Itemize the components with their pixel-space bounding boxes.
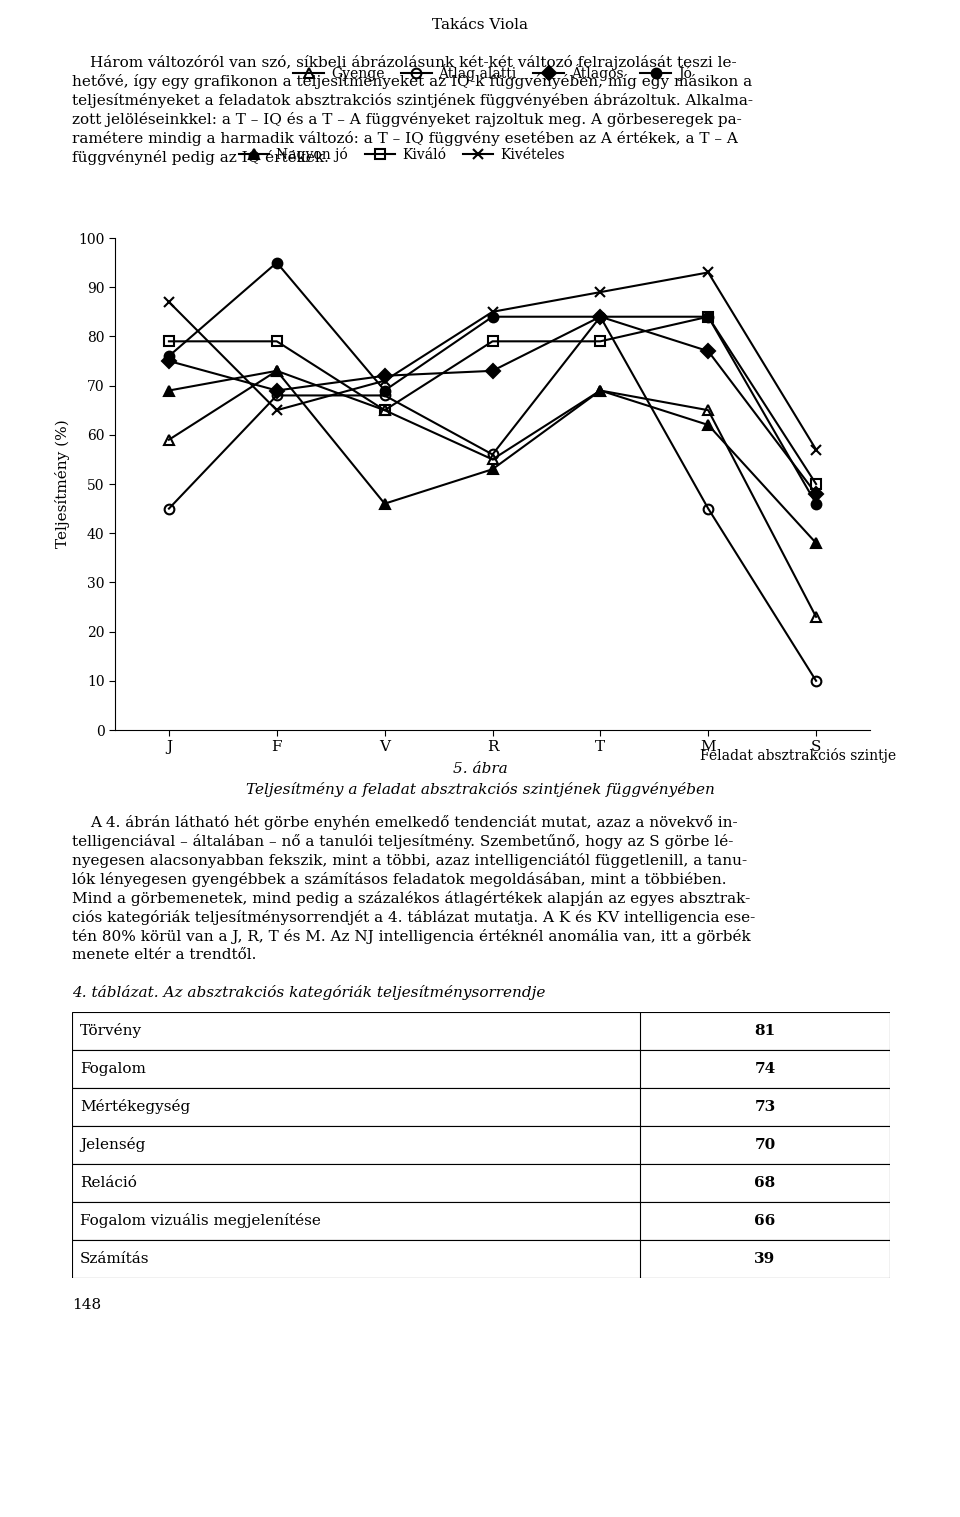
Text: menete eltér a trendtől.: menete eltér a trendtől.: [72, 948, 256, 962]
Bar: [72, 1050, 890, 1088]
Bar: [72, 1164, 890, 1201]
Text: 70: 70: [755, 1138, 776, 1151]
Text: 39: 39: [755, 1252, 776, 1267]
Text: teljesítményeket a feladatok absztrakciós szintjének függvényében ábrázoltuk. Al: teljesítményeket a feladatok absztrakció…: [72, 93, 753, 108]
Legend: Nagyon jó, Kiváló, Kivételes: Nagyon jó, Kiváló, Kivételes: [233, 141, 570, 168]
Text: Fogalom vizuális megjelenítése: Fogalom vizuális megjelenítése: [80, 1214, 321, 1229]
Bar: [72, 1201, 890, 1239]
Text: Teljesítmény a feladat absztrakciós szintjének függvényében: Teljesítmény a feladat absztrakciós szin…: [246, 781, 714, 796]
Text: 4. táblázat. Az absztrakciós kategóriák teljesítménysorrendje: 4. táblázat. Az absztrakciós kategóriák …: [72, 985, 545, 1000]
Text: ramétere mindig a harmadik változó: a T – IQ függvény esetében az A értékek, a T: ramétere mindig a harmadik változó: a T …: [72, 130, 738, 146]
Text: A 4. ábrán látható hét görbe enyhén emelkedő tendenciát mutat, azaz a növekvő in: A 4. ábrán látható hét görbe enyhén emel…: [90, 815, 737, 830]
Text: tén 80% körül van a J, R, T és M. Az NJ intelligencia értéknél anomália van, itt: tén 80% körül van a J, R, T és M. Az NJ …: [72, 928, 751, 944]
Text: Mértékegység: Mértékegység: [80, 1100, 190, 1115]
Text: 68: 68: [755, 1176, 776, 1189]
Text: Feladat absztrakciós szintje: Feladat absztrakciós szintje: [700, 748, 896, 763]
Bar: [72, 1088, 890, 1126]
Text: nyegesen alacsonyabban fekszik, mint a többi, azaz intelligenciától függetlenill: nyegesen alacsonyabban fekszik, mint a t…: [72, 853, 747, 868]
Text: Törvény: Törvény: [80, 1024, 142, 1039]
Text: Jelenség: Jelenség: [80, 1138, 145, 1153]
Text: 73: 73: [755, 1100, 776, 1113]
Text: függvénynél pedig az IQ értékek.: függvénynél pedig az IQ értékek.: [72, 150, 329, 165]
Text: Takács Viola: Takács Viola: [432, 18, 528, 32]
Text: 66: 66: [755, 1214, 776, 1227]
Text: hetővé, így egy grafikonon a teljesítményeket az IQ-k függvényében, míg egy mási: hetővé, így egy grafikonon a teljesítmén…: [72, 74, 752, 90]
Bar: [72, 1239, 890, 1277]
Bar: [72, 1012, 890, 1050]
Y-axis label: Teljesítmény (%): Teljesítmény (%): [55, 420, 70, 548]
Bar: [72, 1126, 890, 1164]
Text: 5. ábra: 5. ábra: [452, 762, 508, 777]
Text: Három változóról van szó, síkbeli ábrázolásunk két-két változó felrajzolását tes: Három változóról van szó, síkbeli ábrázo…: [90, 55, 736, 70]
Text: Reláció: Reláció: [80, 1176, 137, 1189]
Text: 148: 148: [72, 1299, 101, 1312]
Text: telligenciával – általában – nő a tanulói teljesítmény. Szembetűnő, hogy az S gö: telligenciával – általában – nő a tanuló…: [72, 834, 733, 850]
Text: 74: 74: [755, 1062, 776, 1076]
Text: Számítás: Számítás: [80, 1252, 150, 1267]
Text: ciós kategóriák teljesítménysorrendjét a 4. táblázat mutatja. A K és KV intellig: ciós kategóriák teljesítménysorrendjét a…: [72, 910, 756, 925]
Text: zott jelöléseinkkel: a T – IQ és a T – A függvényeket rajzoltuk meg. A görbesere: zott jelöléseinkkel: a T – IQ és a T – A…: [72, 112, 742, 127]
Text: lók lényegesen gyengébbek a számításos feladatok megoldásában, mint a többiében.: lók lényegesen gyengébbek a számításos f…: [72, 872, 727, 887]
Text: 81: 81: [755, 1024, 776, 1038]
Text: Fogalom: Fogalom: [80, 1062, 146, 1076]
Text: Mind a görbemenetek, mind pedig a százalékos átlagértékek alapján az egyes abszt: Mind a görbemenetek, mind pedig a százal…: [72, 890, 751, 906]
